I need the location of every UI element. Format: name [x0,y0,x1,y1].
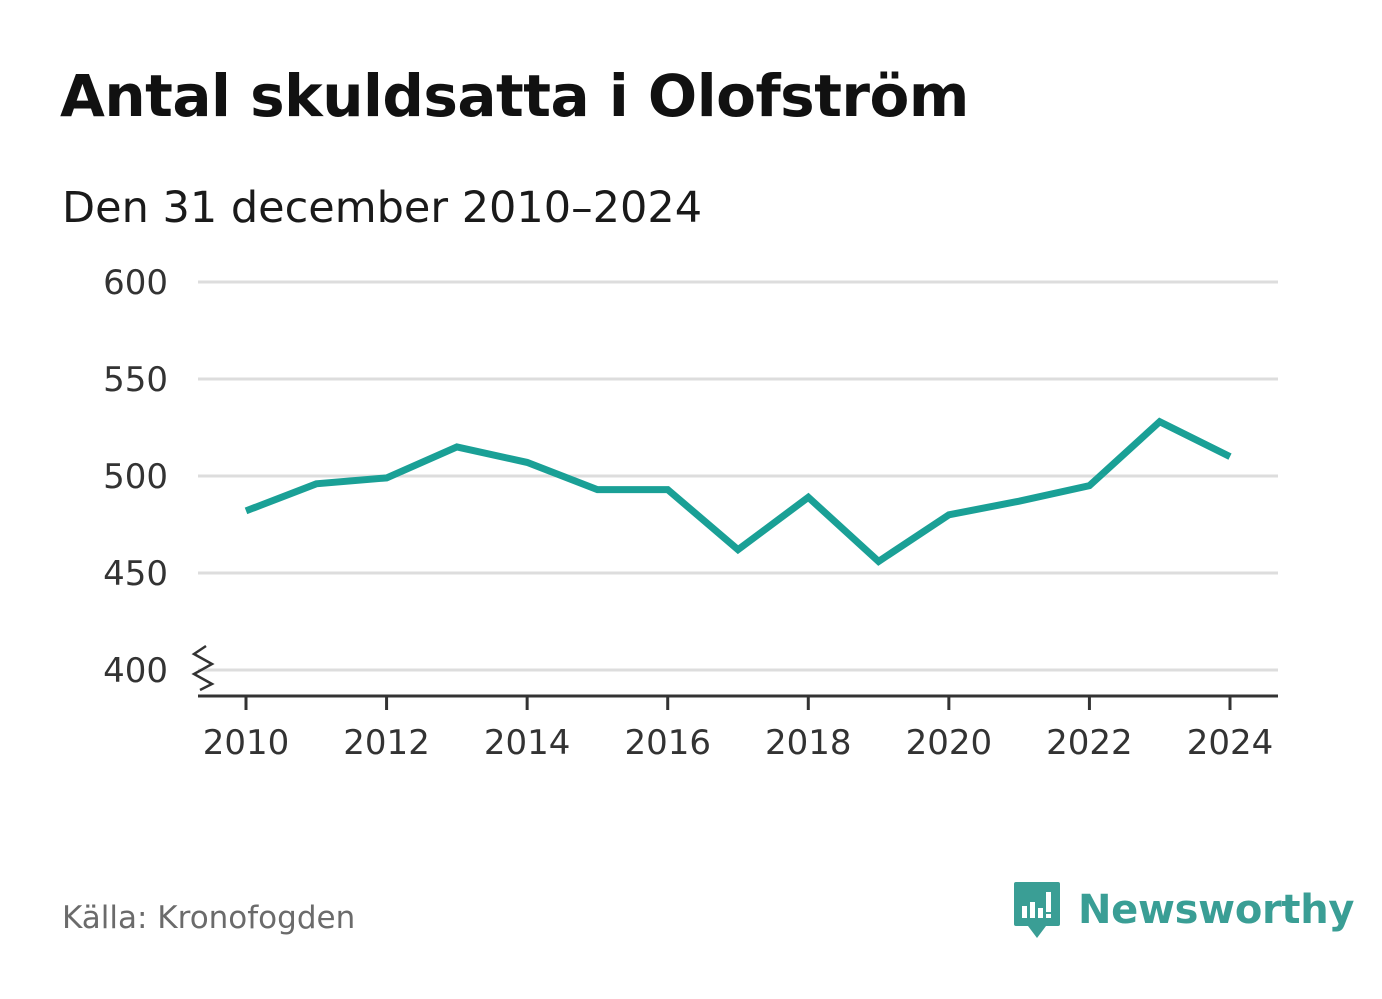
data-point-2014 [524,459,531,466]
y-tick-label-400: 400 [103,651,168,691]
data-point-2013 [453,443,460,450]
series-layer [243,417,1234,566]
newsworthy-logo-icon [1014,882,1060,938]
data-point-2012 [383,474,390,481]
axis-break-marker [191,644,215,692]
y-axis-labels: 400 450 500 550 600 [103,263,168,691]
brand-logo: Newsworthy [1012,880,1355,940]
data-point-2020 [945,511,952,518]
x-tick-label-2024: 2024 [1187,723,1274,763]
x-tick-label-2016: 2016 [624,723,711,763]
source-note: Källa: Kronofogden [62,900,356,936]
x-axis [191,644,1278,710]
data-point-2023 [1156,418,1163,425]
data-point-2016 [664,486,671,493]
data-point-2015 [594,486,601,493]
gridlines [198,280,1278,672]
x-tick-label-2022: 2022 [1046,723,1133,763]
data-point-2022 [1086,482,1093,489]
chart-title: Antal skuldsatta i Olofström [60,62,969,130]
data-point-2019 [875,558,882,565]
data-point-2021 [1016,498,1023,505]
data-point-2017 [735,546,742,553]
x-tick-label-2014: 2014 [484,723,571,763]
x-tick-label-2018: 2018 [765,723,852,763]
chart-subtitle: Den 31 december 2010–2024 [62,183,703,233]
x-tick-label-2020: 2020 [906,723,993,763]
series-line-0 [244,417,1232,566]
y-tick-label-600: 600 [103,263,168,303]
data-point-2018 [805,494,812,501]
data-point-2024 [1227,453,1234,460]
y-tick-label-500: 500 [103,457,168,497]
y-tick-label-450: 450 [103,554,168,594]
data-point-2010 [243,507,250,514]
brand-name: Newsworthy [1078,887,1355,933]
data-point-2011 [313,480,320,487]
x-tick-label-2010: 2010 [203,723,290,763]
y-tick-label-550: 550 [103,360,168,400]
x-axis-labels: 2010 2012 2014 2016 2018 2020 2022 2024 [203,723,1274,763]
x-tick-label-2012: 2012 [343,723,430,763]
